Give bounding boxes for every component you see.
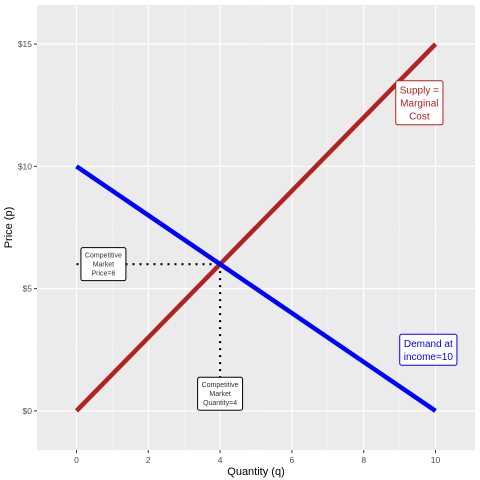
annotation-text: Marginal [400, 98, 438, 109]
annotation-text: Demand at [404, 339, 453, 350]
x-axis-title: Quantity (q) [227, 466, 284, 478]
y-tick-label: $0 [23, 406, 33, 416]
annotation-text: Quantity=4 [203, 400, 237, 407]
annotation-text: Price=6 [91, 271, 115, 278]
competitive-quantity-label: Competitive Market Quantity=4 [197, 376, 244, 411]
x-axis: 0 2 4 6 8 10 [74, 450, 441, 465]
annotation-box [395, 80, 444, 126]
annotation-box [399, 333, 458, 366]
y-axis: $0 $5 $10 $15 [18, 39, 37, 416]
annotation-text: Supply = [400, 85, 439, 96]
x-tick-label: 10 [431, 455, 441, 465]
grid-major [37, 5, 475, 450]
competitive-price-label: Competitive Market Price=6 [80, 247, 127, 282]
annotation-box [197, 376, 244, 411]
x-tick-label: 6 [290, 455, 295, 465]
demand-label: Demand at income=10 [399, 333, 458, 366]
x-tick-label: 2 [146, 455, 151, 465]
x-tick-label: 8 [361, 455, 366, 465]
supply-line [74, 42, 438, 413]
annotation-labels: Supply = Marginal Cost Demand at income=10 Co… [80, 80, 458, 411]
x-tick-label: 4 [218, 455, 223, 465]
annotation-text: Market [209, 391, 230, 398]
demand-line [75, 164, 437, 413]
series-lines [74, 42, 438, 413]
y-tick-label: $10 [18, 161, 32, 171]
y-axis-title: Price (p) [3, 207, 15, 249]
y-tick-label: $5 [23, 284, 33, 294]
annotation-text: Market [93, 262, 114, 269]
x-tick-label: 0 [74, 455, 79, 465]
annotation-text: Competitive [202, 382, 239, 389]
annotation-text: income=10 [404, 352, 454, 363]
y-tick-label: $15 [18, 39, 32, 49]
supply-label: Supply = Marginal Cost [395, 80, 444, 126]
annotation-box [80, 247, 127, 282]
equilibrium-guides [76, 263, 222, 411]
annotation-text: Competitive [85, 253, 122, 260]
annotation-text: Cost [409, 111, 430, 122]
